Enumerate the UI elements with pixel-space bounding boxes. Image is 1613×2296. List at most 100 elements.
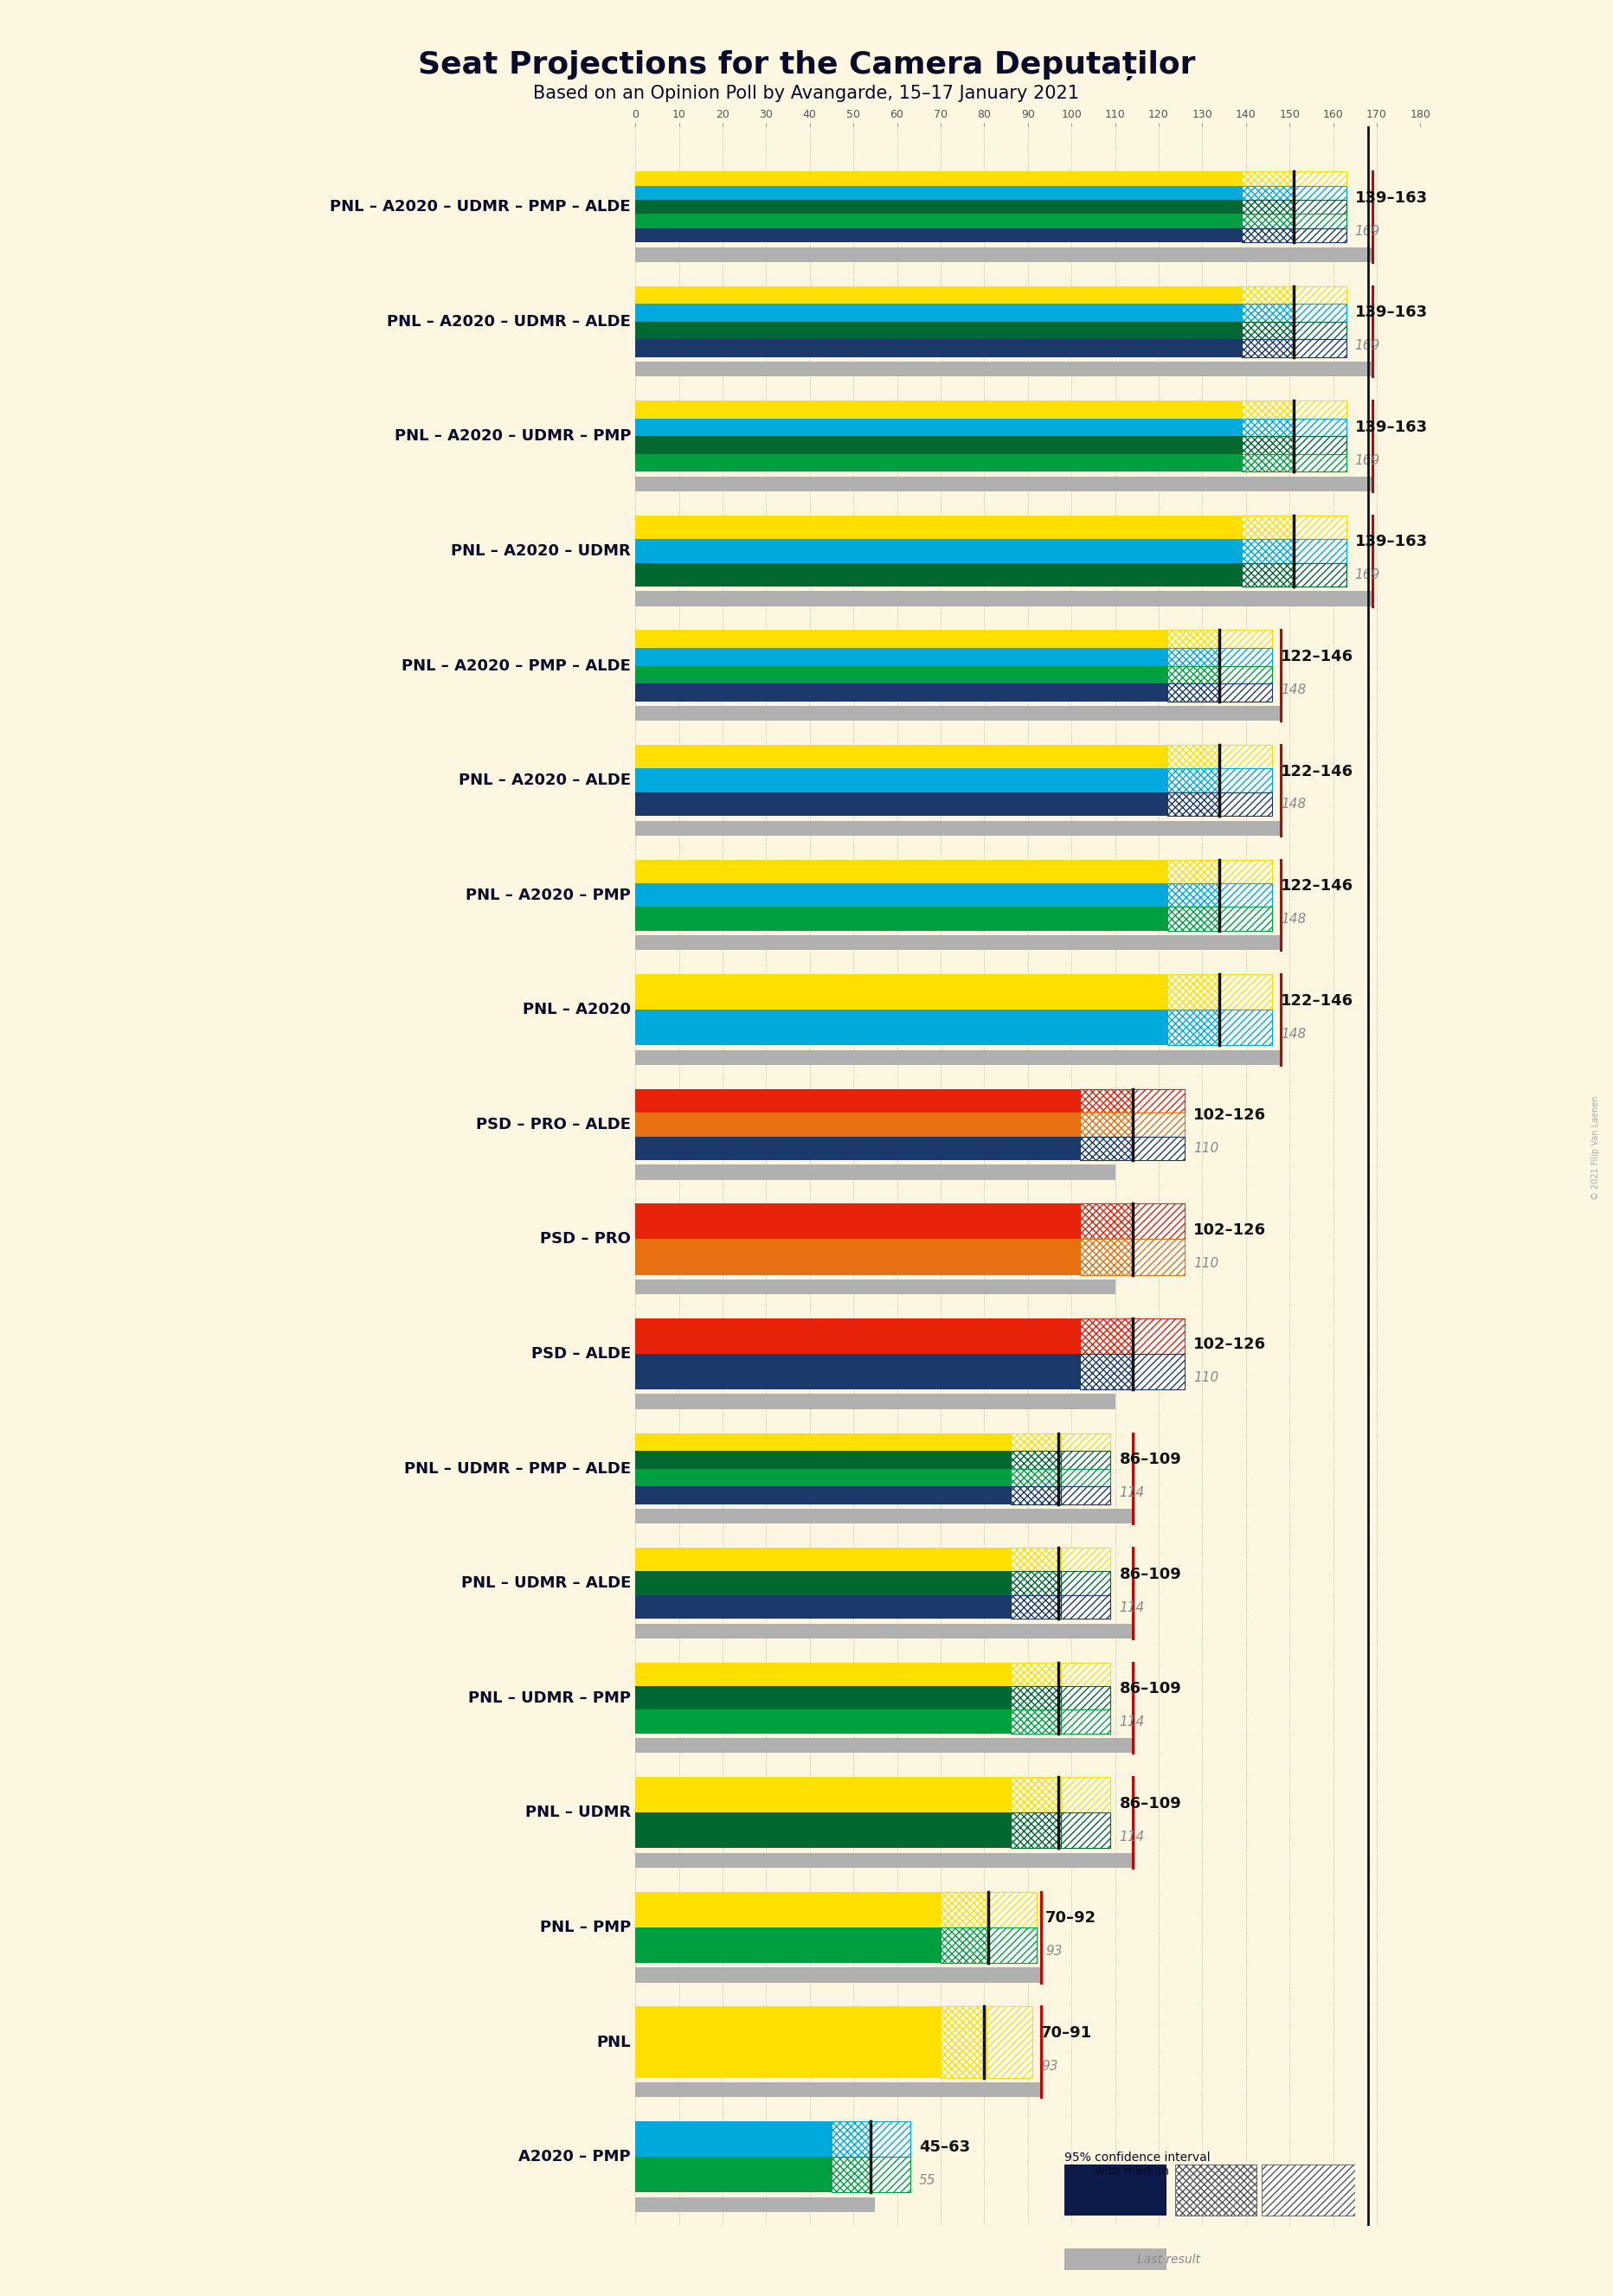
- Bar: [1168, 666, 1219, 684]
- Bar: [636, 2197, 876, 2211]
- Bar: [1294, 517, 1347, 540]
- Bar: [1132, 1203, 1186, 1240]
- Bar: [636, 1738, 1132, 1754]
- Bar: [1132, 1114, 1186, 1137]
- Bar: [1010, 1777, 1060, 1814]
- Bar: [636, 1240, 1081, 1274]
- Text: 86–109: 86–109: [1119, 1681, 1181, 1697]
- Bar: [636, 590, 1373, 606]
- Bar: [1219, 666, 1273, 684]
- Text: 110: 110: [1194, 1141, 1219, 1155]
- Bar: [1132, 1355, 1186, 1389]
- Bar: [1081, 1114, 1132, 1137]
- Bar: [1081, 1355, 1132, 1389]
- Bar: [1242, 214, 1294, 227]
- Bar: [1242, 540, 1294, 563]
- Text: 169: 169: [1355, 340, 1381, 351]
- Bar: [1060, 1662, 1111, 1685]
- Text: 70–92: 70–92: [1045, 1910, 1097, 1926]
- Bar: [1168, 1010, 1219, 1045]
- Bar: [1294, 287, 1347, 303]
- Bar: [636, 705, 1281, 721]
- Bar: [1065, 2165, 1166, 2216]
- Bar: [636, 563, 1242, 585]
- Bar: [1010, 1662, 1060, 1685]
- Bar: [1168, 744, 1219, 769]
- Bar: [1174, 2165, 1257, 2216]
- Text: Last result: Last result: [1137, 2252, 1200, 2266]
- Bar: [1010, 1433, 1060, 1451]
- Bar: [1242, 517, 1294, 540]
- Bar: [1132, 1318, 1186, 1355]
- Bar: [1242, 418, 1294, 436]
- Bar: [636, 1010, 1168, 1045]
- Bar: [1294, 455, 1347, 473]
- Bar: [1294, 563, 1347, 585]
- Bar: [940, 1926, 989, 1963]
- Bar: [636, 1394, 1115, 1410]
- Bar: [636, 820, 1281, 836]
- Text: Based on an Opinion Poll by Avangarde, 15–17 January 2021: Based on an Opinion Poll by Avangarde, 1…: [534, 85, 1079, 103]
- Bar: [1242, 321, 1294, 340]
- Bar: [1168, 859, 1219, 884]
- Text: 139–163: 139–163: [1355, 191, 1428, 207]
- Text: 114: 114: [1119, 1830, 1145, 1844]
- Bar: [1010, 1469, 1060, 1486]
- Text: 86–109: 86–109: [1119, 1451, 1181, 1467]
- Text: A2020 – PMP: A2020 – PMP: [519, 2149, 631, 2165]
- Bar: [636, 363, 1373, 377]
- Bar: [636, 214, 1242, 227]
- Bar: [1060, 1451, 1111, 1469]
- Bar: [1081, 1318, 1132, 1355]
- Bar: [1168, 974, 1219, 1010]
- Bar: [636, 792, 1168, 815]
- Bar: [1168, 647, 1219, 666]
- Text: PNL – A2020 – ALDE: PNL – A2020 – ALDE: [458, 774, 631, 788]
- Bar: [1219, 629, 1273, 647]
- Text: PNL – A2020 – UDMR – PMP: PNL – A2020 – UDMR – PMP: [394, 429, 631, 443]
- Text: PSD – PRO – ALDE: PSD – PRO – ALDE: [476, 1116, 631, 1132]
- Bar: [636, 2122, 832, 2156]
- Text: 139–163: 139–163: [1355, 535, 1428, 549]
- Bar: [871, 2122, 910, 2156]
- Bar: [1242, 303, 1294, 321]
- Bar: [1010, 1685, 1060, 1711]
- Text: 102–126: 102–126: [1194, 1336, 1266, 1352]
- Text: 95% confidence interval
        with median: 95% confidence interval with median: [1065, 2151, 1210, 2177]
- Text: 148: 148: [1281, 1026, 1307, 1040]
- Bar: [1010, 1814, 1060, 1848]
- Text: PNL – A2020 – UDMR: PNL – A2020 – UDMR: [452, 544, 631, 558]
- Text: PNL – UDMR – ALDE: PNL – UDMR – ALDE: [461, 1575, 631, 1591]
- Bar: [1132, 1240, 1186, 1274]
- Text: 86–109: 86–109: [1119, 1566, 1181, 1582]
- Bar: [1294, 200, 1347, 214]
- Bar: [1060, 1433, 1111, 1451]
- Bar: [1060, 1711, 1111, 1733]
- Bar: [636, 1469, 1010, 1486]
- Text: 169: 169: [1355, 455, 1381, 466]
- Bar: [636, 287, 1242, 303]
- Bar: [636, 2007, 940, 2078]
- Text: 148: 148: [1281, 914, 1307, 925]
- Text: 122–146: 122–146: [1281, 765, 1353, 778]
- Text: 114: 114: [1119, 1600, 1145, 1614]
- Text: PNL – UDMR: PNL – UDMR: [526, 1805, 631, 1821]
- Bar: [1168, 907, 1219, 930]
- Bar: [1010, 1486, 1060, 1504]
- Bar: [1010, 1548, 1060, 1570]
- Text: 122–146: 122–146: [1281, 877, 1353, 893]
- Bar: [1219, 1010, 1273, 1045]
- Bar: [636, 1164, 1115, 1180]
- Text: PSD – PRO: PSD – PRO: [540, 1231, 631, 1247]
- Bar: [636, 859, 1168, 884]
- Bar: [636, 1114, 1081, 1137]
- Bar: [636, 517, 1242, 540]
- Bar: [1060, 1486, 1111, 1504]
- Bar: [636, 478, 1373, 491]
- Text: PNL – PMP: PNL – PMP: [540, 1919, 631, 1936]
- Bar: [1294, 214, 1347, 227]
- Text: 139–163: 139–163: [1355, 420, 1428, 434]
- Bar: [1242, 200, 1294, 214]
- Text: Seat Projections for the Camera Deputaților: Seat Projections for the Camera Deputați…: [418, 51, 1195, 80]
- Bar: [636, 907, 1168, 930]
